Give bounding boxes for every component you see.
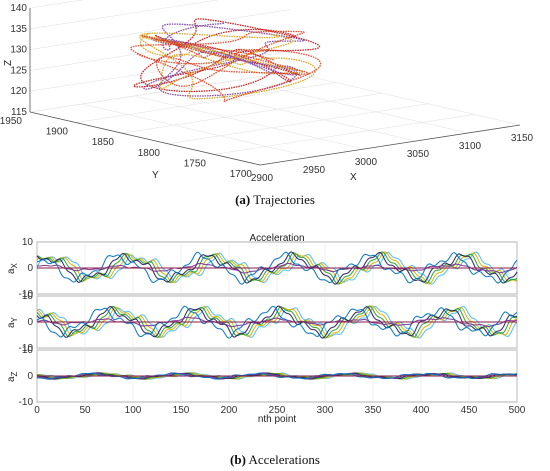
- acceleration-x-ticks: 0 50 100 150 200 250 300 350 400 450 500: [34, 405, 526, 416]
- x-tick-label: 2900: [251, 173, 274, 184]
- y-tick-label: 1750: [184, 158, 207, 169]
- x-tick-label: 0: [34, 405, 40, 416]
- caption-trajectories: (a) Trajectories: [0, 192, 550, 208]
- trajectory-axes: [29, 8, 521, 166]
- x-axis-label: X: [350, 172, 357, 183]
- acceleration-series: [36, 251, 518, 285]
- x-tick-label: 100: [125, 405, 142, 416]
- z-gridline: [29, 0, 220, 30]
- y-axis-label: Y: [152, 170, 159, 181]
- trajectory-ticks: 2900 2950 3000 3050 3100 3150 1700 1750 1800 1850…: [0, 3, 534, 184]
- x-tick-label: 3150: [511, 133, 534, 144]
- z-tick-label: 120: [10, 86, 27, 97]
- acceleration-panels: 10 0 -10 aX 10 0 -10 aY 10 0 -10 aZ: [6, 237, 518, 408]
- z-gridline: [29, 9, 291, 50]
- acceleration-series: [36, 305, 518, 339]
- acceleration-series: [36, 305, 518, 339]
- x-tick-label: 300: [317, 405, 334, 416]
- y-gridline: [121, 92, 383, 134]
- acceleration-panel: 10 0 -10 aX: [6, 237, 518, 300]
- y-axis-line: [29, 111, 261, 166]
- y-tick-label: 1700: [230, 169, 253, 180]
- y-gridline: [75, 82, 337, 123]
- y-tick-label: 1900: [46, 127, 69, 138]
- x-gridline: [133, 95, 365, 150]
- x-tick-label: 500: [509, 405, 526, 416]
- trajectory-3d-chart: 2900 2950 3000 3050 3100 3150 1700 1750 1800 1850…: [0, 0, 534, 184]
- z-axis-label: Z: [3, 60, 14, 66]
- trajectory-series: [139, 32, 317, 100]
- y-tick-label: 1950: [0, 116, 22, 127]
- caption-a-label: (a): [235, 192, 251, 207]
- caption-b-text: Accelerations: [245, 452, 320, 467]
- acceleration-series: [36, 262, 518, 274]
- y-tick-label: 10: [22, 291, 34, 302]
- y-tick-label: 1850: [92, 137, 115, 148]
- z-tick-label: 130: [10, 45, 27, 56]
- x-gridline: [185, 87, 417, 142]
- y-tick-label: -10: [19, 289, 34, 300]
- x-tick-label: 3000: [355, 157, 378, 168]
- x-tick-label: 2950: [303, 165, 326, 176]
- z-tick-label: 125: [10, 65, 27, 76]
- x-tick-label: 200: [221, 405, 238, 416]
- acceleration-panel: 10 0 -10 aY: [6, 291, 518, 354]
- y-tick-label: 10: [22, 345, 34, 356]
- y-gridline: [167, 103, 429, 145]
- acceleration-series: [36, 251, 518, 285]
- x-tick-label: 3050: [407, 149, 430, 160]
- y-tick-label: 1800: [138, 148, 161, 159]
- acceleration-series: [36, 251, 518, 285]
- x-gridline: [289, 71, 521, 126]
- panel-y-label: aZ: [6, 371, 19, 382]
- y-tick-label: 0: [27, 317, 33, 328]
- x-axis-line: [259, 124, 521, 166]
- trajectory-series: [130, 30, 322, 103]
- caption-b-label: (b): [230, 452, 246, 467]
- y-tick-label: 0: [27, 263, 33, 274]
- caption-accelerations: (b) Accelerations: [0, 452, 550, 468]
- acceleration-x-label: nth point: [258, 414, 297, 425]
- acceleration-series: [36, 251, 518, 285]
- acceleration-series: [36, 305, 518, 339]
- caption-a-text: Trajectories: [250, 192, 315, 207]
- acceleration-panel: 10 0 -10 aZ: [6, 345, 518, 408]
- x-tick-label: 350: [365, 405, 382, 416]
- y-tick-label: 10: [22, 237, 34, 248]
- x-tick-label: 50: [79, 405, 91, 416]
- trajectory-lines: [130, 18, 322, 103]
- x-tick-label: 450: [461, 405, 478, 416]
- z-gridline: [29, 0, 84, 9]
- y-tick-label: -10: [19, 343, 34, 354]
- panel-y-label: aX: [6, 262, 19, 274]
- y-gridline: [213, 114, 475, 155]
- x-gridline: [237, 79, 469, 134]
- z-tick-label: 135: [10, 24, 27, 35]
- x-tick-label: 150: [173, 405, 190, 416]
- y-tick-label: -10: [19, 397, 34, 408]
- panel-y-label: aY: [6, 316, 19, 328]
- y-tick-label: 0: [27, 371, 33, 382]
- trajectory-series: [143, 22, 306, 97]
- x-tick-label: 400: [413, 405, 430, 416]
- x-gridline: [81, 103, 313, 158]
- acceleration-title: Acceleration: [249, 233, 304, 244]
- z-tick-label: 140: [10, 3, 27, 14]
- z-gridline: [29, 71, 291, 113]
- z-tick-label: 115: [11, 107, 27, 118]
- x-tick-label: 250: [269, 405, 286, 416]
- x-tick-label: 3100: [459, 141, 482, 152]
